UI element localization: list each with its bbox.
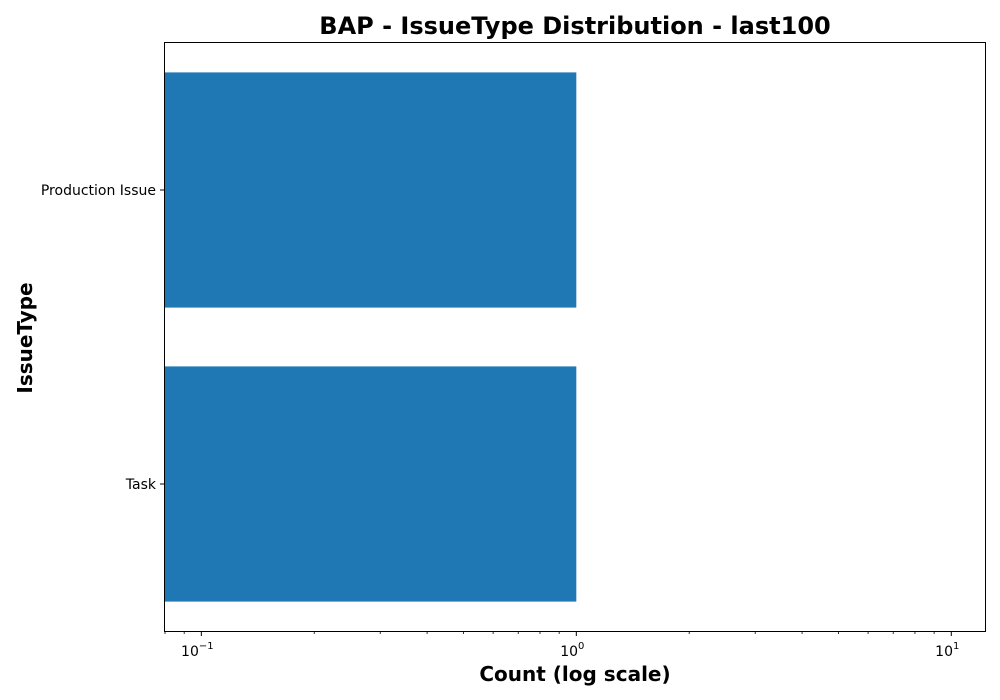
x-tick-exponent: −1 [199,641,214,652]
y-tick-label: Production Issue [41,183,156,199]
bars-group [165,72,577,602]
x-tick-exponent: 0 [578,641,584,652]
y-tick-label: Task [125,477,157,493]
y-axis-ticks: Production Issue Task [41,183,165,493]
chart-title: BAP - IssueType Distribution - last100 [319,12,830,40]
bar-production-issue [165,72,577,308]
bar-task [165,366,577,602]
x-axis-label: Count (log scale) [479,662,670,686]
plot-frame [164,42,986,632]
y-axis-label: IssueType [13,282,37,393]
x-tick-exponent: 1 [953,641,959,652]
